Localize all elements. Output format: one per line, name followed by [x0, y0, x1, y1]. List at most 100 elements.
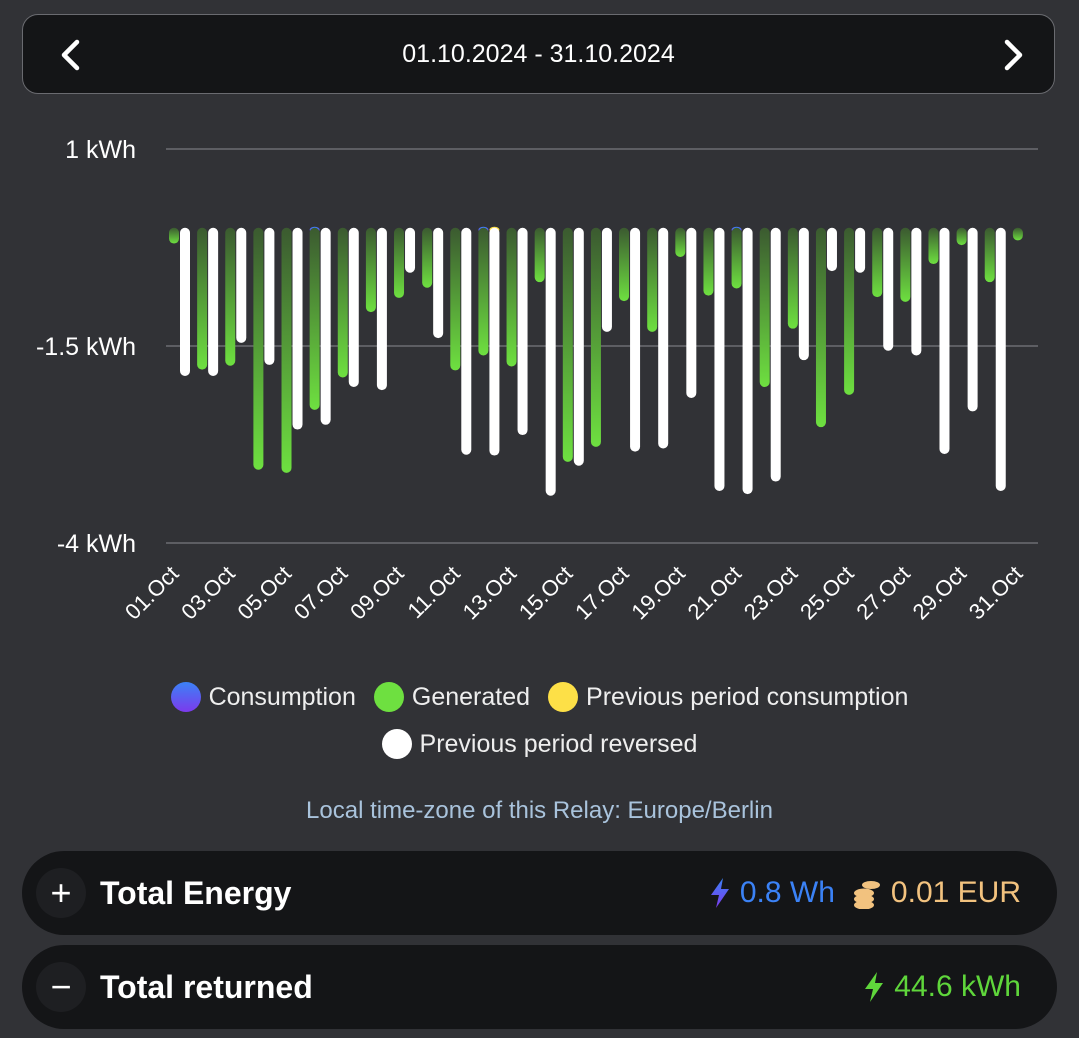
previous-reversed-bar[interactable]	[630, 227, 641, 452]
previous-reversed-bar[interactable]	[208, 227, 219, 376]
generated-bar[interactable]	[759, 227, 770, 387]
previous-reversed-bar[interactable]	[883, 227, 894, 351]
generated-bar[interactable]	[815, 227, 826, 428]
generated-bar[interactable]	[337, 227, 348, 378]
legend-swatch-consumption	[170, 682, 201, 712]
generated-bar[interactable]	[422, 227, 433, 288]
legend-item-generated[interactable]: Generated	[373, 682, 530, 712]
previous-reversed-bar[interactable]	[658, 227, 669, 449]
generated-bar[interactable]	[844, 227, 855, 395]
previous-reversed-bar[interactable]	[601, 227, 612, 332]
legend-label: Previous period reversed	[419, 729, 698, 758]
previous-reversed-bar[interactable]	[517, 227, 528, 436]
y-tick-label: -4 kWh	[57, 530, 136, 558]
legend-item-previous-consumption[interactable]: Previous period consumption	[548, 682, 908, 712]
x-tick-label: 19.Oct	[626, 561, 690, 625]
previous-reversed-bar[interactable]	[405, 227, 416, 273]
generated-bar[interactable]	[647, 227, 658, 332]
x-tick-label: 15.Oct	[514, 561, 578, 625]
previous-reversed-bar[interactable]	[433, 227, 444, 339]
previous-reversed-bar[interactable]	[489, 227, 500, 456]
y-tick-label: -1.5 kWh	[36, 333, 136, 361]
generated-bar[interactable]	[787, 227, 798, 329]
previous-reversed-bar[interactable]	[995, 227, 1006, 491]
generated-bar[interactable]	[225, 227, 236, 366]
legend-swatch-generated	[373, 682, 404, 712]
x-tick-label: 09.Oct	[345, 561, 409, 625]
generated-bar[interactable]	[478, 227, 489, 356]
generated-bar[interactable]	[956, 227, 967, 246]
previous-reversed-bar[interactable]	[320, 227, 331, 425]
total-returned-value: 44.6 kWh	[894, 970, 1021, 1003]
x-tick-label: 07.Oct	[289, 561, 353, 625]
previous-reversed-bar[interactable]	[236, 227, 247, 343]
generated-bar[interactable]	[703, 227, 714, 296]
generated-bar[interactable]	[928, 227, 939, 265]
previous-reversed-bar[interactable]	[180, 227, 190, 376]
generated-bar[interactable]	[619, 227, 630, 302]
previous-reversed-bar[interactable]	[742, 227, 753, 495]
date-range-bar: 01.10.2024 - 31.10.2024	[22, 14, 1055, 94]
previous-reversed-bar[interactable]	[348, 227, 359, 387]
legend-swatch-previous-consumption	[548, 682, 579, 712]
previous-reversed-bar[interactable]	[573, 227, 584, 466]
generated-bar[interactable]	[900, 227, 911, 302]
generated-bar[interactable]	[534, 227, 545, 283]
previous-reversed-bar[interactable]	[770, 227, 781, 482]
x-tick-label: 27.Oct	[851, 561, 915, 625]
generated-bar[interactable]	[984, 227, 995, 283]
previous-reversed-bar[interactable]	[855, 227, 866, 273]
chart-legend: Consumption Generated Previous period co…	[0, 682, 1079, 712]
legend-swatch-previous-reversed	[381, 729, 412, 759]
total-energy-row[interactable]: + Total Energy 0.8 Wh 0.01 EUR	[22, 851, 1057, 935]
legend-label: Consumption	[208, 682, 356, 711]
generated-bar[interactable]	[253, 227, 264, 470]
previous-reversed-bar[interactable]	[461, 227, 472, 455]
expand-button[interactable]: +	[36, 868, 86, 918]
previous-reversed-bar[interactable]	[714, 227, 725, 491]
previous-reversed-bar[interactable]	[967, 227, 978, 412]
generated-bar[interactable]	[169, 227, 179, 244]
generated-bar[interactable]	[731, 227, 742, 289]
timezone-note: Local time-zone of this Relay: Europe/Be…	[306, 797, 773, 824]
total-energy-cost: 0.01 EUR	[890, 876, 1021, 909]
coins-icon	[853, 881, 880, 909]
generated-bar[interactable]	[1012, 227, 1023, 241]
previous-reversed-bar[interactable]	[798, 227, 809, 361]
legend-item-consumption[interactable]: Consumption	[170, 682, 356, 712]
previous-reversed-bar[interactable]	[292, 227, 303, 430]
x-tick-label: 01.Oct	[120, 561, 184, 625]
generated-bar[interactable]	[309, 227, 320, 410]
x-tick-label: 23.Oct	[739, 561, 803, 625]
x-tick-label: 29.Oct	[908, 561, 972, 625]
x-tick-label: 31.Oct	[964, 561, 1028, 625]
generated-bar[interactable]	[562, 227, 573, 462]
legend-item-previous-reversed[interactable]: Previous period reversed	[381, 729, 698, 759]
previous-reversed-bar[interactable]	[545, 227, 556, 496]
x-tick-label: 25.Oct	[795, 561, 859, 625]
previous-reversed-bar[interactable]	[686, 227, 697, 399]
lightning-icon	[710, 878, 729, 908]
generated-bar[interactable]	[872, 227, 883, 298]
collapse-button[interactable]: −	[36, 962, 86, 1012]
total-returned-title: Total returned	[100, 968, 313, 1005]
generated-bar[interactable]	[197, 227, 208, 370]
generated-bar[interactable]	[506, 227, 517, 367]
lightning-icon	[865, 972, 884, 1002]
generated-bar[interactable]	[365, 227, 376, 313]
previous-reversed-bar[interactable]	[826, 227, 837, 272]
previous-reversed-bar[interactable]	[939, 227, 950, 454]
next-period-button[interactable]	[992, 33, 1032, 77]
generated-bar[interactable]	[281, 227, 292, 473]
previous-reversed-bar[interactable]	[376, 227, 387, 391]
generated-bar[interactable]	[675, 227, 686, 257]
previous-reversed-bar[interactable]	[911, 227, 922, 356]
generated-bar[interactable]	[394, 227, 405, 298]
generated-bar[interactable]	[590, 227, 601, 447]
previous-period-button[interactable]	[45, 33, 85, 77]
total-returned-row[interactable]: − Total returned 44.6 kWh	[22, 945, 1057, 1029]
x-tick-label: 13.Oct	[458, 561, 522, 625]
chart-legend-row2: Previous period reversed	[0, 729, 1079, 759]
generated-bar[interactable]	[450, 227, 461, 371]
previous-reversed-bar[interactable]	[264, 227, 275, 365]
